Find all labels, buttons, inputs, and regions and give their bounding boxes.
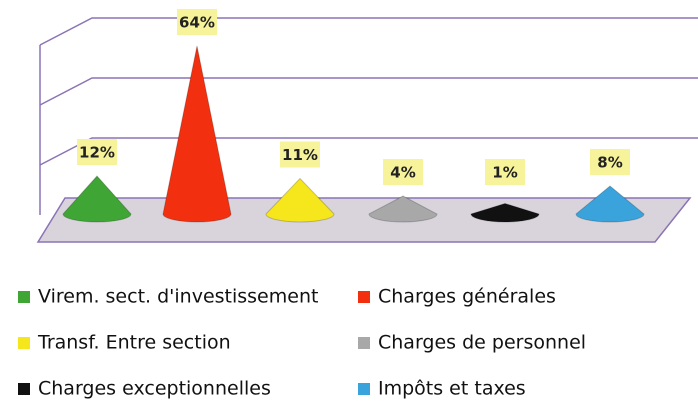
data-label: 1% bbox=[492, 164, 517, 182]
data-label: 64% bbox=[179, 14, 215, 32]
cone bbox=[162, 45, 232, 223]
data-label: 11% bbox=[282, 146, 318, 164]
cone bbox=[265, 177, 335, 223]
label-box bbox=[485, 159, 525, 185]
label-box bbox=[280, 141, 320, 168]
legend-swatch bbox=[18, 291, 30, 303]
label-box bbox=[177, 9, 217, 35]
legend-label: Impôts et taxes bbox=[378, 378, 526, 400]
legend-swatch bbox=[18, 383, 30, 395]
legend-swatch bbox=[358, 383, 370, 395]
backdrop-line bbox=[39, 77, 698, 106]
legend-swatch bbox=[358, 291, 370, 303]
label-box bbox=[77, 139, 117, 165]
label-box bbox=[590, 149, 630, 175]
data-label: 8% bbox=[597, 154, 622, 172]
legend-label: Charges exceptionnelles bbox=[38, 378, 271, 400]
legend-swatch bbox=[358, 337, 370, 349]
cone bbox=[368, 195, 438, 223]
legend-swatch bbox=[18, 337, 30, 349]
backdrop-line bbox=[39, 17, 698, 46]
legend-label: Virem. sect. d'investissement bbox=[38, 286, 318, 308]
backdrop-line bbox=[39, 137, 698, 166]
cone bbox=[575, 185, 645, 223]
label-box bbox=[383, 159, 423, 185]
cone bbox=[470, 202, 540, 223]
legend-label: Transf. Entre section bbox=[37, 332, 231, 354]
legend-label: Charges de personnel bbox=[378, 332, 586, 354]
cone bbox=[62, 175, 132, 223]
data-label: 12% bbox=[79, 144, 115, 162]
backdrop bbox=[39, 17, 698, 215]
legend-label: Charges générales bbox=[378, 286, 556, 308]
data-label: 4% bbox=[390, 164, 415, 182]
